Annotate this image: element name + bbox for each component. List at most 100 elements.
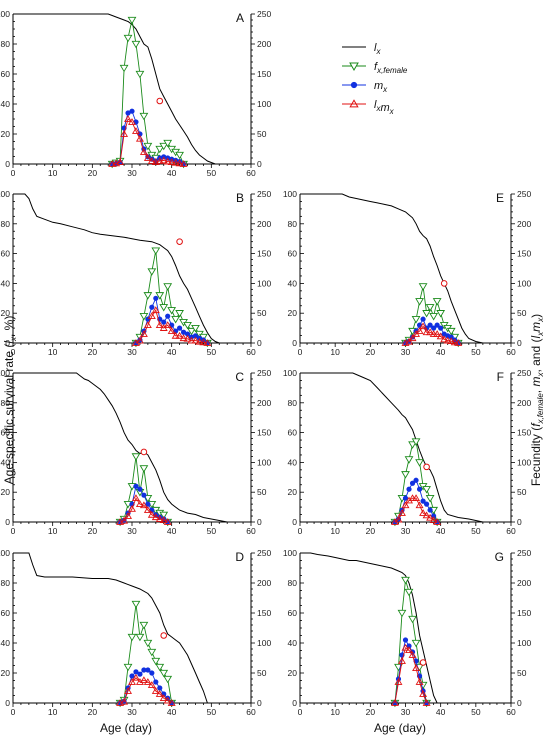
- lxmx-point: [135, 336, 144, 344]
- x-tick-label: 20: [366, 707, 376, 717]
- fx-point: [404, 588, 414, 597]
- x-tick-label: 40: [436, 526, 446, 536]
- fx-point: [155, 663, 165, 672]
- fx-point: [131, 600, 141, 609]
- fx-point: [411, 316, 421, 324]
- mx-point: [427, 507, 433, 513]
- x-tick-label: 50: [471, 707, 481, 717]
- y-right-tick-label: 100: [517, 457, 531, 467]
- lxmx-point: [135, 134, 144, 142]
- y-left-tick-label: 80: [288, 578, 298, 588]
- mx-point: [448, 334, 454, 340]
- y-left-tick-label: 60: [1, 428, 11, 438]
- open-circle-marker: [419, 659, 427, 666]
- x-tick-label: 10: [48, 168, 58, 178]
- y-right-tick-label: 50: [517, 668, 527, 678]
- lxmx-point: [394, 678, 403, 685]
- y-right-tick-label: 250: [257, 368, 271, 378]
- x-tick-label: 40: [167, 168, 177, 178]
- lxmx-point: [175, 159, 184, 167]
- fx-point: [139, 465, 149, 473]
- open-circle-marker: [423, 463, 430, 471]
- lxmx-point: [415, 678, 424, 685]
- fx-point: [159, 304, 169, 312]
- lxmx-point: [175, 331, 184, 339]
- lxmx-point: [440, 335, 449, 343]
- fx-point: [175, 151, 184, 160]
- y-right-tick-label: 250: [517, 548, 531, 558]
- lxmx-point: [429, 516, 438, 524]
- x-tick-label: 10: [48, 347, 58, 357]
- fx-point: [159, 511, 169, 520]
- lxmx-point: [147, 312, 156, 320]
- fx-point: [422, 310, 431, 318]
- x-tick-label: 50: [207, 347, 217, 357]
- fx-point: [139, 112, 149, 121]
- lxmx-point: [159, 516, 168, 524]
- fx-point: [147, 268, 157, 276]
- mx-point: [409, 480, 416, 486]
- legend-item-mx: mx: [342, 80, 388, 94]
- mx-point: [141, 492, 147, 498]
- fx-point: [432, 298, 442, 306]
- y-left-tick-label: 40: [1, 457, 11, 467]
- x-tick-label: 20: [88, 526, 98, 536]
- fx-point: [151, 247, 161, 255]
- lxmx-point: [426, 328, 435, 336]
- lxmx-point: [433, 518, 442, 525]
- x-axis-title-left: Age (day): [100, 721, 152, 735]
- lxmx-point: [199, 338, 208, 346]
- x-tick-label: 10: [330, 526, 340, 536]
- y-right-tick-label: 50: [517, 487, 527, 497]
- fx-point: [422, 486, 431, 494]
- lxmx-line: [112, 118, 184, 165]
- y-left-tick-label: 100: [0, 189, 10, 199]
- fx-point: [404, 456, 414, 464]
- open-circle-marker: [160, 632, 168, 639]
- lxmx-point: [412, 664, 421, 672]
- x-tick-label: 0: [11, 168, 16, 178]
- y-right-tick-label: 50: [257, 308, 267, 318]
- y-left-tick-label: 60: [288, 249, 298, 259]
- lxmx-point: [436, 332, 445, 340]
- y-left-tick-label: 20: [288, 487, 298, 497]
- y-left-tick-label: 80: [1, 39, 11, 49]
- x-tick-label: 30: [127, 168, 137, 178]
- y-left-tick-label: 0: [5, 338, 10, 348]
- lxmx-point: [179, 160, 188, 167]
- lxmx-point: [124, 115, 133, 122]
- y-right-tick-label: 150: [257, 69, 271, 79]
- lxmx-point: [139, 148, 148, 155]
- fx-point: [183, 321, 192, 330]
- y-left-tick-label: 0: [292, 338, 297, 348]
- lxmx-point: [397, 509, 406, 516]
- y-right-tick-label: 200: [257, 219, 271, 229]
- y-left-tick-label: 60: [1, 249, 11, 259]
- x-tick-label: 50: [207, 707, 217, 717]
- y-left-tick-label: 0: [5, 517, 10, 527]
- lxmx-point: [151, 687, 160, 694]
- open-circle-marker: [140, 448, 148, 456]
- x-tick-label: 60: [506, 526, 516, 536]
- fx-point: [159, 142, 169, 151]
- fx-point: [155, 292, 165, 300]
- y-right-tick-label: 0: [517, 517, 522, 527]
- lxmx-point: [163, 321, 172, 328]
- lxmx-point: [390, 699, 399, 706]
- lxmx-point: [124, 512, 133, 519]
- fx-point: [123, 663, 133, 672]
- mx-point: [402, 495, 409, 501]
- mx-point: [424, 501, 430, 507]
- lxmx-point: [143, 678, 152, 685]
- lxmx-point: [450, 338, 459, 346]
- panels: 0102030405060020406080100050100150200250…: [0, 9, 531, 717]
- x-tick-label: 0: [298, 526, 303, 536]
- lxmx-point: [116, 158, 125, 166]
- lx-line: [13, 13, 216, 165]
- x-axis-title-right: Age (day): [374, 721, 426, 735]
- lxmx-point: [415, 327, 424, 334]
- fx-point: [163, 139, 173, 148]
- x-tick-label: 60: [506, 707, 516, 717]
- legend-label: lxmx: [374, 99, 395, 116]
- lx-line: [300, 372, 484, 523]
